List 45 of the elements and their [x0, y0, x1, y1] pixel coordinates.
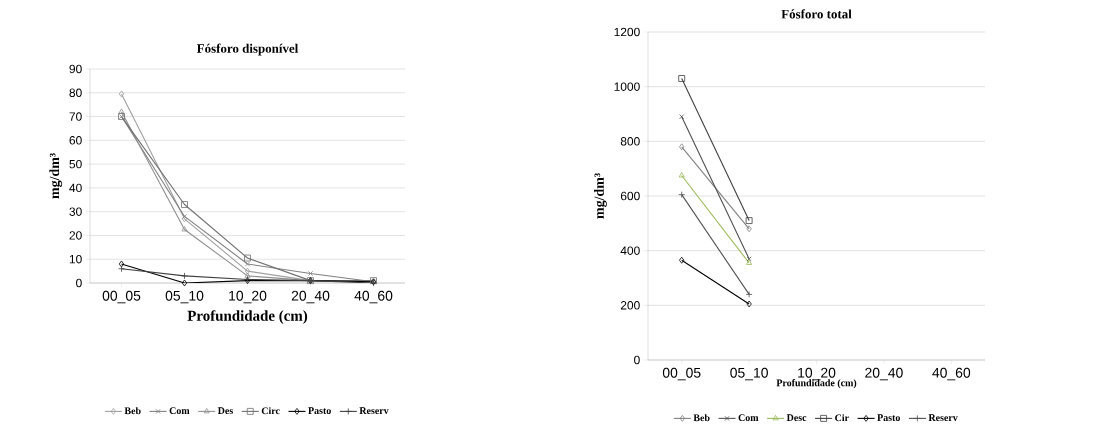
chart-title: Fósforo total: [781, 9, 852, 19]
y-tick-label: 1200: [614, 27, 640, 37]
x-tick-label: 20_40: [865, 367, 903, 381]
x-tick-label: 00_05: [662, 367, 701, 381]
x-tick-label: 05_10: [165, 290, 204, 304]
legend-label: Des: [217, 407, 233, 414]
legend-label: Circ: [261, 407, 280, 415]
y-tick-label: 600: [620, 191, 640, 201]
y-tick-label: 90: [69, 64, 82, 74]
y-tick-label: 80: [69, 88, 82, 98]
legend-label: Com: [738, 414, 759, 422]
y-tick-label: 20: [69, 231, 82, 240]
y-tick-label: 40: [69, 183, 82, 193]
legend-label: Beb: [124, 407, 141, 415]
legend-label: Beb: [693, 414, 710, 422]
y-tick-label: 10: [69, 254, 82, 264]
x-tick-label: 00_05: [102, 290, 141, 304]
legend-label: Com: [169, 407, 190, 415]
y-tick-label: 800: [620, 137, 640, 146]
x-axis-title: Profundidade (cm): [187, 310, 308, 324]
y-tick-label: 30: [69, 207, 82, 216]
x-tick-label: 40_60: [932, 367, 971, 381]
x-tick-label: 20_40: [291, 290, 330, 304]
x-axis-title: Profundidade (cm): [776, 379, 857, 389]
x-tick-label: 05_10: [730, 367, 768, 381]
y-tick-label: 70: [69, 112, 82, 121]
y-tick-label: 0: [76, 278, 82, 288]
x-tick-label: 40_60: [354, 290, 393, 304]
legend-label: Cir: [835, 414, 849, 422]
legend-label: Reserv: [928, 414, 958, 421]
y-axis-title: mg/dm³: [594, 173, 607, 219]
legend-label: Reserv: [359, 407, 389, 414]
x-tick-label: 10_20: [798, 367, 836, 381]
y-axis-title: mg/dm³: [49, 153, 63, 199]
legend-label: Pasto: [308, 407, 331, 414]
legend-label: Desc: [786, 414, 807, 421]
y-tick-label: 200: [620, 301, 640, 310]
y-tick-label: 50: [69, 159, 82, 169]
legend-label: Pasto: [877, 414, 900, 421]
y-tick-label: 1000: [614, 82, 640, 91]
y-tick-label: 60: [69, 136, 82, 145]
y-tick-label: 400: [620, 246, 640, 255]
y-tick-label: 0: [634, 355, 640, 365]
x-tick-label: 10_20: [229, 290, 267, 304]
chart-title: Fósforo disponível: [196, 43, 299, 56]
